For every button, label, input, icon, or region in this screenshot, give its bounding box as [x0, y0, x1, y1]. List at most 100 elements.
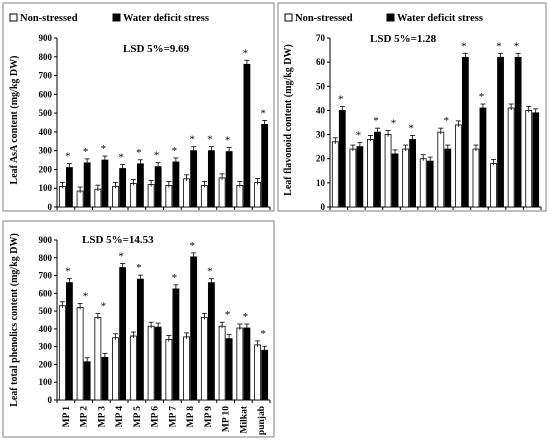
flavonoid-bar-non-stressed — [454, 124, 462, 208]
asa-panel-frame — [2, 2, 275, 212]
phenolics-significance-star: * — [83, 291, 89, 303]
asa-bar-non-stressed — [218, 177, 226, 208]
phenolics-y-tick-label: 0 — [48, 395, 53, 405]
asa-y-tick-label: 600 — [39, 89, 53, 99]
phenolics-significance-star: * — [118, 251, 124, 263]
asa-bar-water-deficit — [119, 168, 127, 208]
asa-legend: Non-stressed Water deficit stress — [9, 13, 209, 24]
flavonoid-y-tick-label: 20 — [316, 154, 326, 164]
phenolics-significance-star: * — [225, 309, 231, 321]
phenolics-y-tick-label: 400 — [39, 324, 53, 334]
phenolics-bar-water-deficit — [225, 338, 233, 401]
asa-significance-star: * — [225, 135, 231, 147]
phenolics-bar-water-deficit — [136, 278, 144, 401]
flavonoid-y-tick-label: 60 — [316, 57, 326, 67]
phenolics-bar-non-stressed — [147, 325, 155, 401]
asa-bar-water-deficit — [243, 63, 251, 208]
asa-bar-non-stressed — [76, 190, 84, 208]
flavonoid-bar-water-deficit — [374, 131, 381, 208]
phenolics-y-tick-label: 800 — [39, 253, 53, 263]
flavonoid-significance-star: * — [391, 118, 397, 130]
phenolics-panel-frame — [2, 220, 275, 438]
phenolics-category-label: MP 1 — [62, 406, 72, 428]
flavonoid-y-tick-label: 10 — [316, 178, 326, 188]
asa-legend-label-non-stressed: Non-stressed — [20, 13, 78, 24]
flavonoid-panel-frame — [277, 2, 547, 212]
flavonoid-y-axis-label: Leaf flavonoid content (mg/kg DW) — [283, 44, 294, 196]
phenolics-bar-water-deficit — [119, 267, 127, 401]
asa-bar-non-stressed — [236, 185, 244, 208]
flavonoid-bar-non-stressed — [331, 141, 339, 208]
phenolics-bar-water-deficit — [190, 256, 198, 401]
phenolics-bar-non-stressed — [165, 339, 173, 401]
asa-lsd-annotation: LSD 5%=9.69 — [123, 43, 190, 55]
asa-y-tick-label: 400 — [39, 127, 53, 137]
asa-legend-label-water-deficit: Water deficit stress — [123, 13, 209, 24]
phenolics-significance-star: * — [136, 262, 142, 274]
flavonoid-legend: Non-stressed Water deficit stress — [284, 13, 483, 24]
asa-bar-non-stressed — [129, 183, 137, 208]
phenolics-bar-water-deficit — [101, 356, 109, 401]
phenolics-significance-star: * — [243, 311, 249, 323]
asa-bar-water-deficit — [136, 163, 144, 208]
asa-significance-star: * — [207, 134, 213, 146]
asa-bar-non-stressed — [94, 188, 102, 208]
flavonoid-y-tick-label: 50 — [316, 81, 326, 91]
flavonoid-legend-swatch-water-deficit — [386, 13, 395, 22]
phenolics-category-label: MP 4 — [115, 406, 125, 428]
flavonoid-significance-star: * — [408, 122, 414, 134]
flavonoid-significance-star: * — [444, 115, 450, 127]
asa-bar-non-stressed — [165, 185, 173, 208]
flavonoid-legend-label-water-deficit: Water deficit stress — [397, 13, 483, 24]
asa-bar-water-deficit — [83, 162, 91, 208]
phenolics-significance-star: * — [189, 240, 195, 252]
flavonoid-y-tick-label: 0 — [321, 202, 326, 212]
phenolics-category-label: MP 2 — [80, 406, 90, 428]
flavonoid-plot-area: 0 10 20 30 40 50 60 70 * * * * * * * * * * — [316, 33, 542, 212]
asa-plot-area: 0 100 200 300 400 500 600 700 800 900 * * * * * * * * * * * * — [39, 33, 271, 212]
phenolics-category-label: MP 6 — [151, 406, 161, 428]
asa-y-axis-label: Leaf AsA content (mg/kg DW) — [9, 56, 20, 185]
phenolics-y-tick-label: 700 — [39, 271, 53, 281]
phenolics-bar-water-deficit — [261, 349, 269, 401]
phenolics-category-label: MP 5 — [133, 406, 143, 428]
asa-bar-water-deficit — [154, 166, 162, 208]
phenolics-bar-non-stressed — [183, 336, 191, 401]
asa-legend-swatch-water-deficit — [112, 13, 121, 22]
flavonoid-bar-non-stressed — [437, 131, 445, 208]
asa-significance-star: * — [136, 147, 142, 159]
asa-bar-water-deficit — [225, 151, 233, 208]
flavonoid-bar-water-deficit — [479, 107, 487, 208]
asa-bar-non-stressed — [112, 185, 120, 208]
asa-y-tick-label: 700 — [39, 71, 53, 81]
asa-significance-star: * — [65, 151, 71, 163]
flavonoid-significance-star: * — [356, 130, 362, 142]
phenolics-bar-water-deficit — [65, 282, 73, 401]
asa-significance-star: * — [243, 47, 249, 59]
flavonoid-bar-water-deficit — [444, 148, 452, 208]
phenolics-y-tick-label: 200 — [39, 359, 53, 369]
flavonoid-legend-swatch-non-stressed — [284, 13, 293, 22]
phenolics-bar-non-stressed — [94, 316, 102, 401]
phenolics-y-tick-label: 600 — [39, 288, 53, 298]
flavonoid-legend-label-non-stressed: Non-stressed — [295, 13, 353, 24]
flavonoid-bar-water-deficit — [532, 112, 540, 208]
flavonoid-bar-non-stressed — [419, 158, 427, 208]
flavonoid-bar-water-deficit — [356, 146, 364, 208]
phenolics-significance-star: * — [101, 300, 107, 312]
flavonoid-bar-non-stressed — [384, 134, 392, 208]
flavonoid-bar-non-stressed — [402, 148, 410, 208]
flavonoid-y-tick-label: 30 — [316, 130, 326, 140]
phenolics-y-tick-label: 100 — [39, 377, 53, 387]
flavonoid-bar-water-deficit — [426, 160, 434, 208]
phenolics-bar-water-deficit — [207, 282, 215, 401]
phenolics-y-axis-label: Leaf total phenolics content (mg/kg DW) — [9, 233, 20, 407]
phenolics-bar-water-deficit — [154, 326, 162, 401]
flavonoid-bar-water-deficit — [461, 56, 469, 208]
phenolics-bar-non-stressed — [236, 327, 244, 401]
asa-bar-non-stressed — [58, 185, 66, 208]
asa-significance-star: * — [83, 146, 89, 158]
asa-y-tick-label: 900 — [39, 33, 53, 43]
asa-y-tick-label: 800 — [39, 52, 53, 62]
